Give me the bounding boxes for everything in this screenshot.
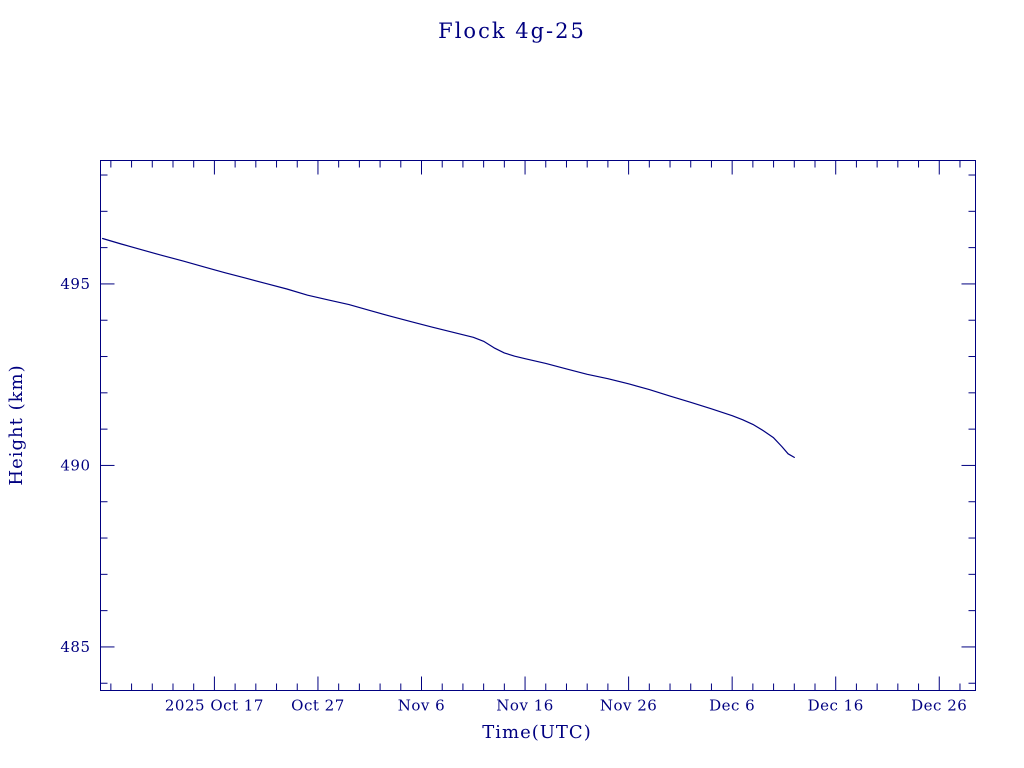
- x-axis-tick-label: Nov 6: [398, 697, 445, 715]
- y-axis-label: Height (km): [6, 364, 27, 485]
- x-axis-tick-label: Dec 6: [709, 697, 755, 715]
- y-axis-tick-label: 495: [60, 275, 90, 293]
- data-layer: [101, 237, 795, 458]
- x-axis-tick-label: Dec 16: [808, 697, 864, 715]
- plot-frame: [100, 160, 976, 691]
- x-axis-tick-label: Oct 27: [291, 697, 345, 715]
- y-axis-tick-label: 490: [60, 456, 90, 474]
- x-axis-tick-label: Nov 26: [600, 697, 658, 715]
- x-axis-tick-label: Dec 26: [911, 697, 967, 715]
- chart-title: Flock 4g-25: [438, 19, 586, 43]
- x-axis-tick-label: Nov 16: [496, 697, 554, 715]
- x-axis-label: Time(UTC): [482, 722, 591, 743]
- y-axis-tick-label: 485: [60, 638, 90, 656]
- axes-layer: 2025 Oct 17 Oct 27 Nov 6 Nov 16 Nov 26 Dec 6 D…: [60, 160, 976, 715]
- x-axis-tick-label: 2025 Oct 17: [165, 697, 264, 715]
- height-data-line: [101, 237, 795, 458]
